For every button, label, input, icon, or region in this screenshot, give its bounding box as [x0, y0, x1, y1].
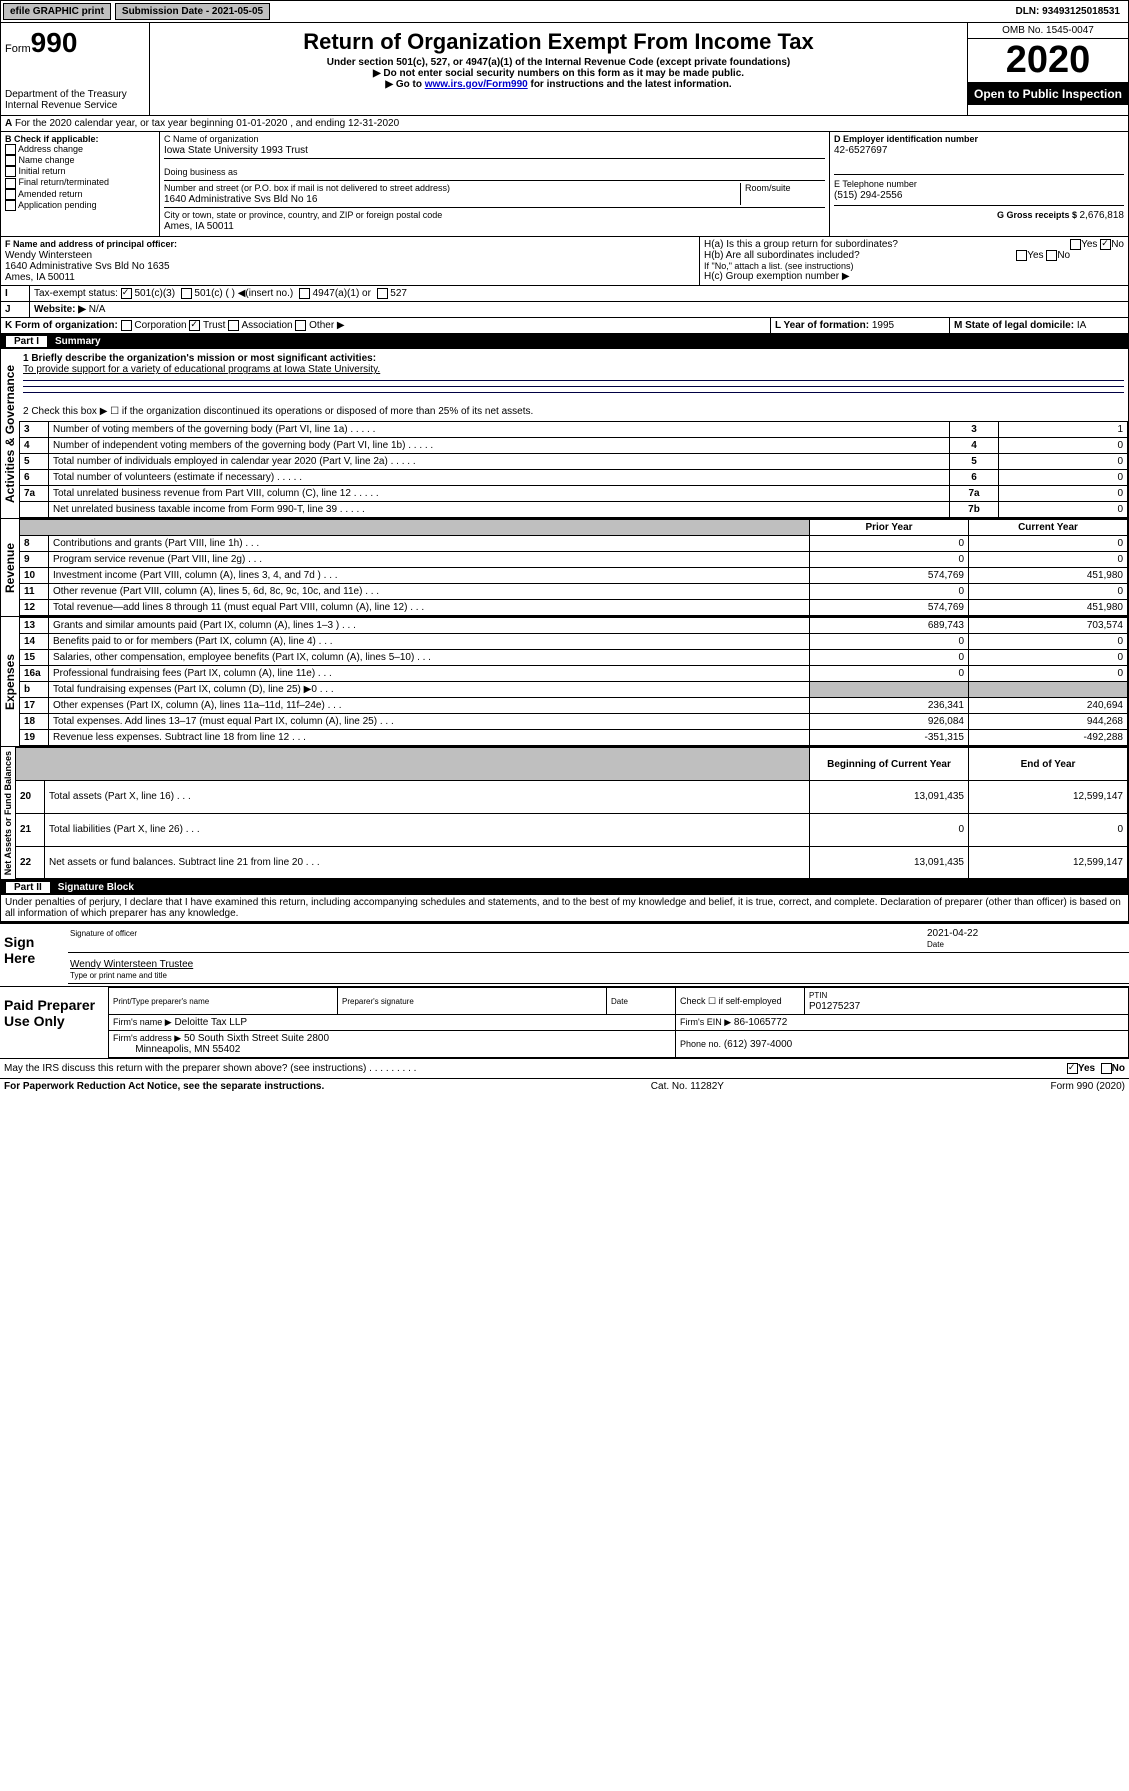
line-k: K Form of organization: — [5, 320, 118, 331]
omb-number: OMB No. 1545-0047 — [968, 23, 1128, 39]
firm-name: Deloitte Tax LLP — [174, 1017, 247, 1028]
h-a: H(a) Is this a group return for subordin… — [704, 239, 898, 250]
table-row: bTotal fundraising expenses (Part IX, co… — [20, 682, 1128, 698]
discuss-row: May the IRS discuss this return with the… — [0, 1058, 1129, 1078]
submission-date-button[interactable]: Submission Date - 2021-05-05 — [115, 3, 270, 20]
table-row: 12Total revenue—add lines 8 through 11 (… — [20, 600, 1128, 616]
h-b-note: If "No," attach a list. (see instruction… — [704, 261, 1124, 271]
table-row: 6Total number of volunteers (estimate if… — [20, 470, 1128, 486]
table-row: 15Salaries, other compensation, employee… — [20, 650, 1128, 666]
table-row: 19Revenue less expenses. Subtract line 1… — [20, 730, 1128, 746]
efile-button[interactable]: efile GRAPHIC print — [3, 3, 111, 20]
perjury-declaration: Under penalties of perjury, I declare th… — [0, 895, 1129, 922]
table-row: 13Grants and similar amounts paid (Part … — [20, 618, 1128, 634]
h-b: H(b) Are all subordinates included? — [704, 250, 860, 261]
part1-header: Part ISummary — [0, 334, 1129, 349]
table-row: 5Total number of individuals employed in… — [20, 454, 1128, 470]
prep-phone: (612) 397-4000 — [724, 1039, 792, 1050]
table-row: 21Total liabilities (Part X, line 26) . … — [16, 813, 1128, 846]
room-label: Room/suite — [740, 183, 825, 205]
website-label: Website: ▶ — [34, 304, 86, 315]
q2: 2 Check this box ▶ ☐ if the organization… — [19, 402, 1128, 421]
dln-label: DLN: 93493125018531 — [1007, 4, 1128, 19]
table-row: 9Program service revenue (Part VIII, lin… — [20, 552, 1128, 568]
table-row: 20Total assets (Part X, line 16) . . .13… — [16, 781, 1128, 814]
mission-text: To provide support for a variety of educ… — [23, 364, 380, 375]
net-label: Net Assets or Fund Balances — [1, 747, 15, 879]
form-title: Return of Organization Exempt From Incom… — [154, 29, 963, 55]
form-subtitle: Under section 501(c), 527, or 4947(a)(1)… — [154, 57, 963, 68]
phone-label: E Telephone number — [834, 179, 917, 189]
org-name: Iowa State University 1993 Trust — [164, 145, 308, 156]
section-b-label: B Check if applicable: — [5, 134, 99, 144]
firm-addr: 50 South Sixth Street Suite 2800 — [184, 1033, 329, 1044]
table-row: 17Other expenses (Part IX, column (A), l… — [20, 698, 1128, 714]
exp-label: Expenses — [1, 617, 19, 746]
city-state-zip: Ames, IA 50011 — [164, 221, 234, 232]
table-row: 10Investment income (Part VIII, column (… — [20, 568, 1128, 584]
open-inspection: Open to Public Inspection — [968, 83, 1128, 105]
officer-addr2: Ames, IA 50011 — [5, 272, 75, 283]
firm-ein: 86-1065772 — [734, 1017, 787, 1028]
link-note: ▶ Go to www.irs.gov/Form990 for instruct… — [154, 79, 963, 90]
officer-printed-name: Wendy Wintersteen Trustee — [70, 959, 193, 970]
dept-label: Department of the Treasury Internal Reve… — [5, 89, 145, 111]
phone-value: (515) 294-2556 — [834, 190, 902, 201]
ein-value: 42-6527697 — [834, 145, 887, 156]
paid-preparer-block: Paid Preparer Use Only Print/Type prepar… — [0, 986, 1129, 1058]
officer-addr1: 1640 Administrative Svs Bld No 1635 — [5, 261, 170, 272]
gross-value: 2,676,818 — [1080, 210, 1125, 221]
identity-block: B Check if applicable: Address change Na… — [0, 132, 1129, 237]
table-row: 4Number of independent voting members of… — [20, 438, 1128, 454]
form-number: Form990 — [5, 27, 145, 59]
gov-label: Activities & Governance — [1, 349, 19, 518]
website-value: N/A — [89, 304, 106, 315]
table-row: 16aProfessional fundraising fees (Part I… — [20, 666, 1128, 682]
state-domicile: IA — [1077, 320, 1086, 331]
table-row: 7aTotal unrelated business revenue from … — [20, 486, 1128, 502]
tax-year: 2020 — [968, 39, 1128, 83]
ssn-note: ▶ Do not enter social security numbers o… — [154, 68, 963, 79]
form-header: Form990 Department of the Treasury Inter… — [0, 23, 1129, 116]
line-a: A For the 2020 calendar year, or tax yea… — [1, 116, 1128, 131]
officer-name: Wendy Wintersteen — [5, 250, 92, 261]
addr-label: Number and street (or P.O. box if mail i… — [164, 183, 450, 193]
table-row: 3Number of voting members of the governi… — [20, 422, 1128, 438]
table-row: Net unrelated business taxable income fr… — [20, 502, 1128, 518]
table-row: 22Net assets or fund balances. Subtract … — [16, 846, 1128, 879]
officer-label: F Name and address of principal officer: — [5, 239, 177, 249]
rev-label: Revenue — [1, 519, 19, 616]
dba-label: Doing business as — [164, 167, 238, 177]
table-row: 11Other revenue (Part VIII, column (A), … — [20, 584, 1128, 600]
gross-label: G Gross receipts $ — [997, 210, 1080, 220]
street-address: 1640 Administrative Svs Bld No 16 — [164, 194, 317, 205]
irs-link[interactable]: www.irs.gov/Form990 — [425, 79, 528, 90]
sign-date: 2021-04-22 — [927, 928, 978, 939]
top-bar: efile GRAPHIC print Submission Date - 20… — [0, 0, 1129, 23]
table-row: 18Total expenses. Add lines 13–17 (must … — [20, 714, 1128, 730]
ptin: P01275237 — [809, 1001, 860, 1012]
h-c: H(c) Group exemption number ▶ — [704, 271, 1124, 282]
tax-status-label: Tax-exempt status: — [34, 288, 118, 299]
table-row: 8Contributions and grants (Part VIII, li… — [20, 536, 1128, 552]
page-footer: For Paperwork Reduction Act Notice, see … — [0, 1078, 1129, 1094]
city-label: City or town, state or province, country… — [164, 210, 442, 220]
part2-header: Part IISignature Block — [0, 880, 1129, 895]
sign-here-block: Sign Here Signature of officer 2021-04-2… — [0, 922, 1129, 986]
table-row: 14Benefits paid to or for members (Part … — [20, 634, 1128, 650]
q1: 1 Briefly describe the organization's mi… — [23, 353, 376, 364]
year-formation: 1995 — [872, 320, 894, 331]
ein-label: D Employer identification number — [834, 134, 978, 144]
org-name-label: C Name of organization — [164, 134, 259, 144]
